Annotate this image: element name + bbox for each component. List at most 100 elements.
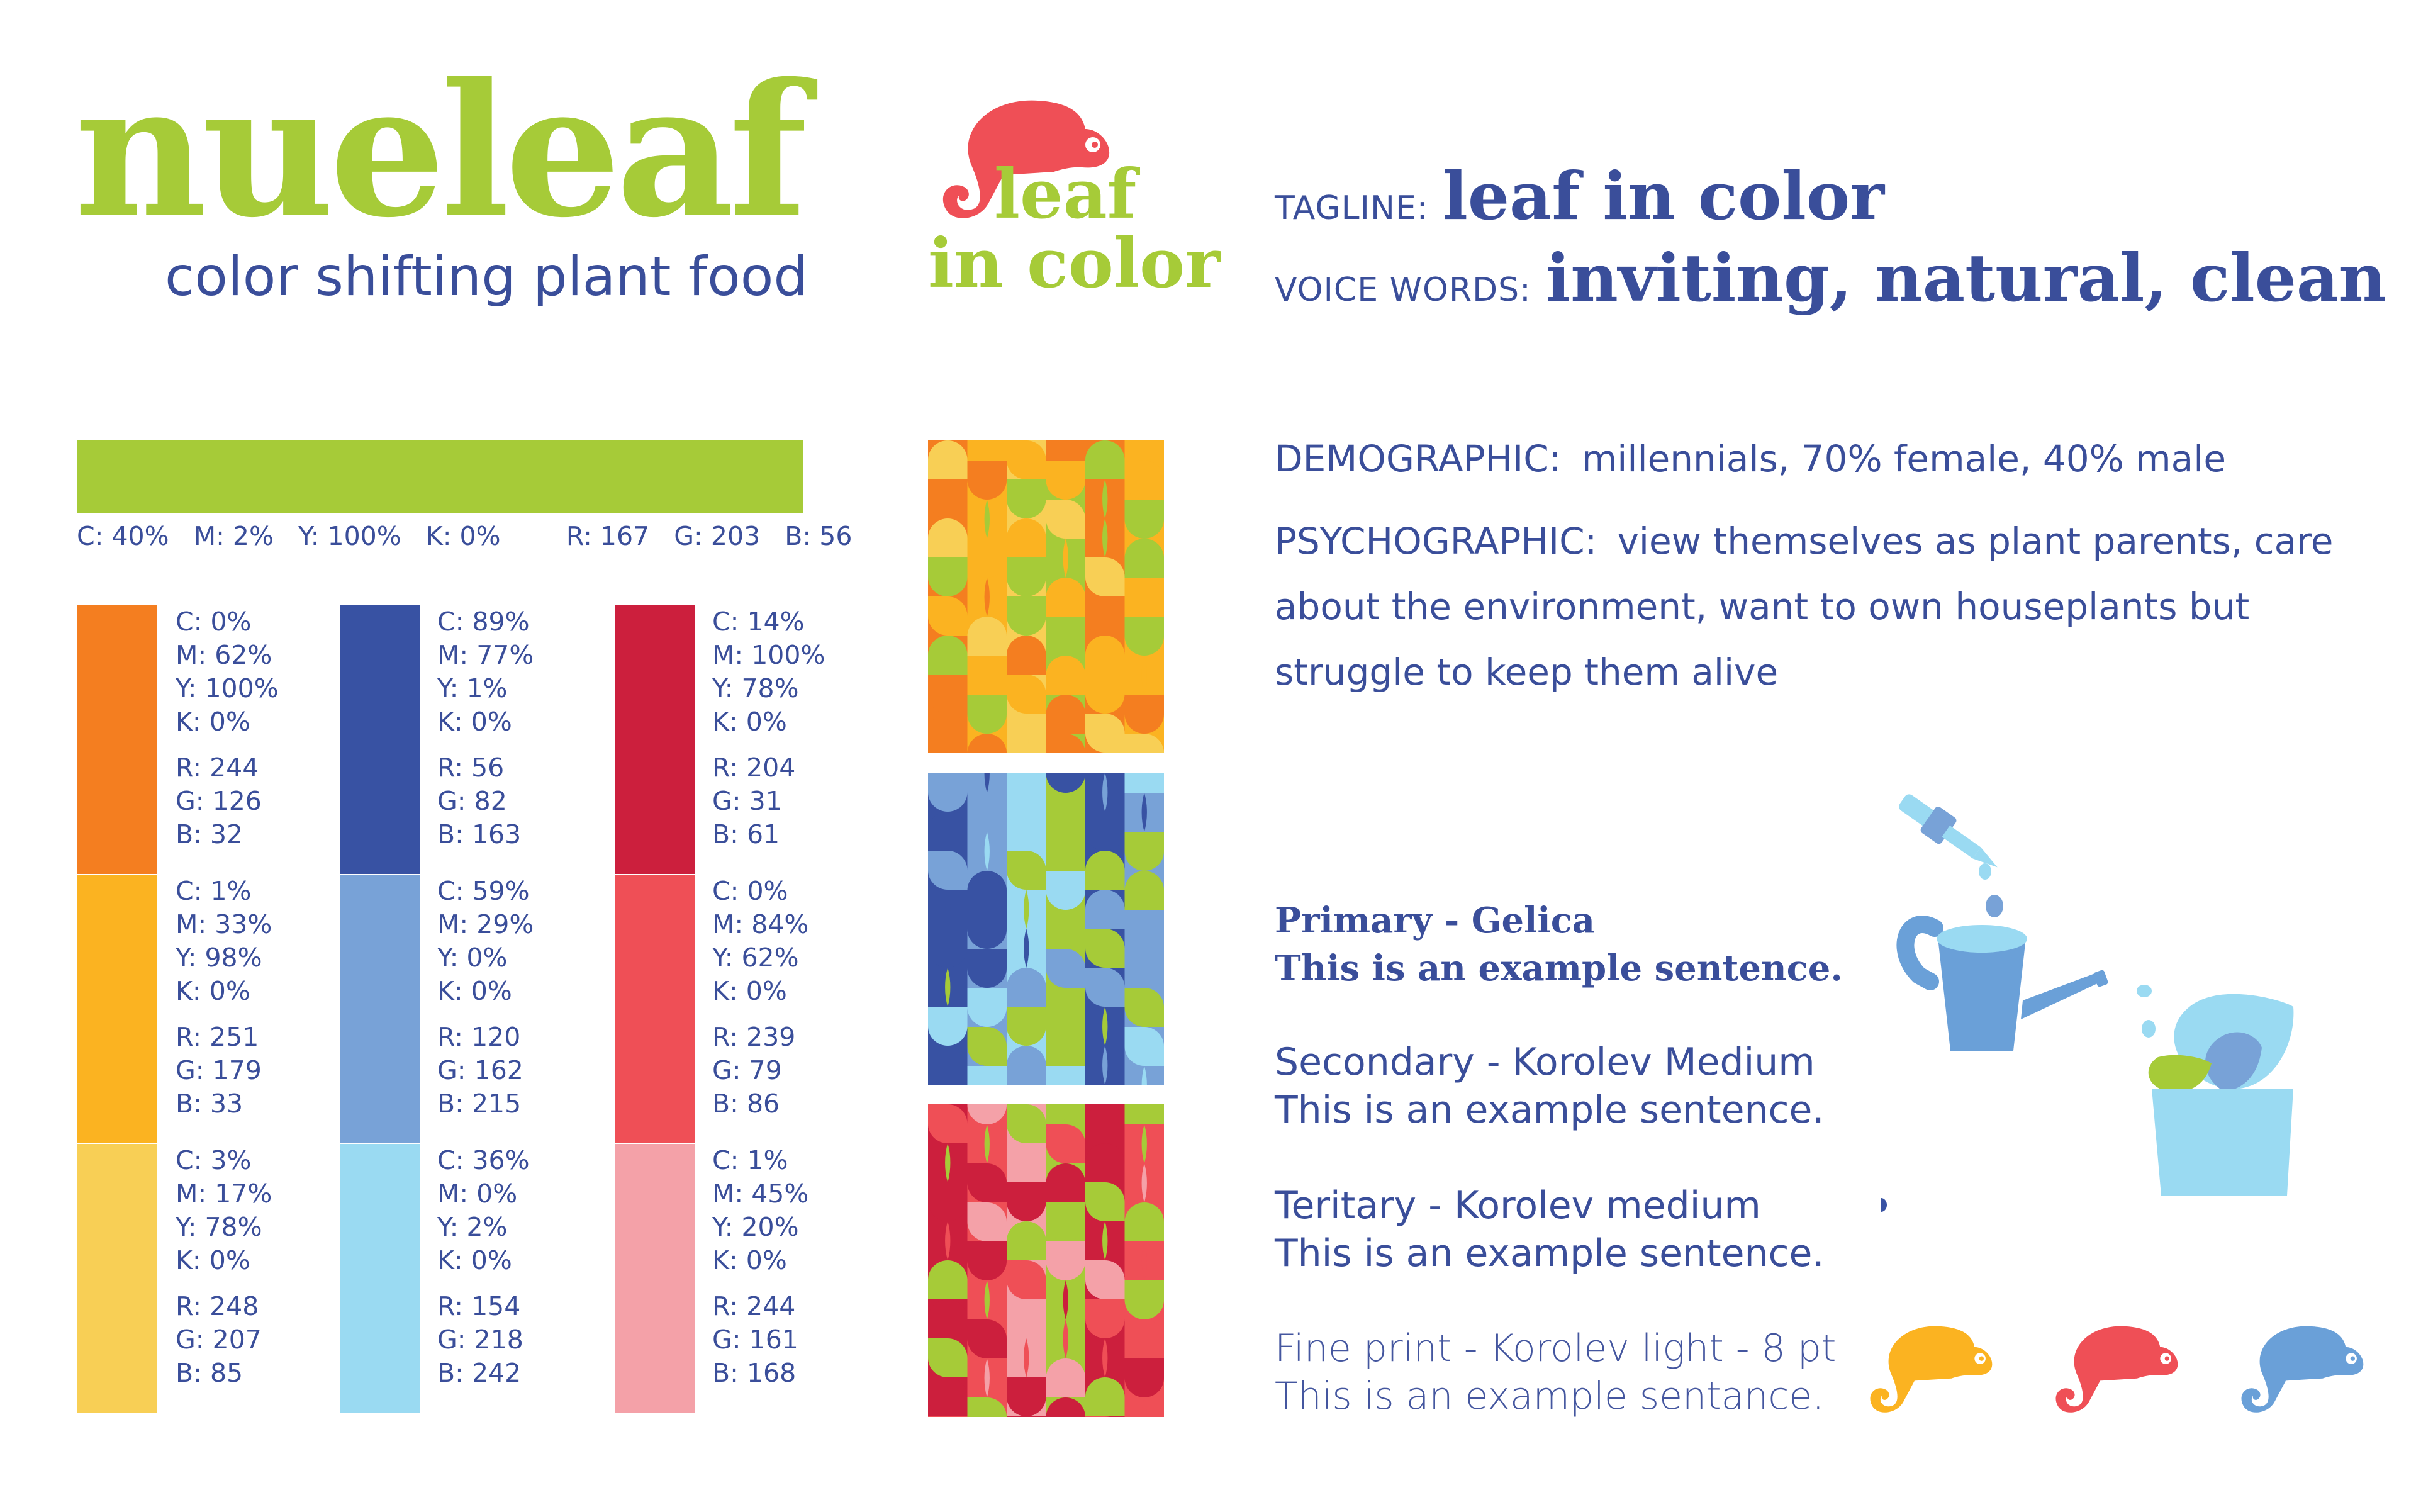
chameleon-logo-icon [942, 100, 1110, 218]
logo-line-1: leaf [994, 155, 1137, 234]
typography-primary: Primary - Gelica This is an example sent… [1275, 897, 1843, 992]
spec-value-k: K: 0% [437, 976, 512, 1006]
watering-can-icon [1896, 916, 2108, 1051]
palette-spec: C: 14% M: 100% Y: 78% K: 0% R: 204 G: 31 B: 61 [712, 605, 825, 851]
spec-value-b: B: 32 [176, 819, 243, 849]
brand-name: nueleaf [74, 44, 808, 258]
palette-swatch [77, 1144, 157, 1413]
demographic-label: DEMOGRAPHIC: [1275, 437, 1562, 480]
spec-value-b: B: 163 [437, 819, 522, 849]
tagline-label: TAGLINE: [1275, 189, 1429, 227]
spec-value-r: R: 204 [712, 753, 796, 783]
spec-value-g: G: 162 [437, 1055, 523, 1085]
logo-line-2: in color [928, 224, 1221, 303]
spec-value-c: C: 3% [176, 1145, 252, 1175]
spec-value-y: Y: 1% [437, 673, 508, 703]
spec-value-k: K: 0% [712, 976, 787, 1006]
typography-tertiary: Teritary - Korolev medium This is an exa… [1275, 1182, 1825, 1277]
chameleon-icon [2055, 1326, 2178, 1413]
palette-swatch [340, 1144, 420, 1413]
spec-value-b: B: 168 [712, 1358, 797, 1388]
spec-value-k: K: 0% [176, 976, 250, 1006]
palette-swatch [340, 875, 420, 1143]
spec-value-b: B: 61 [712, 819, 780, 849]
spec-value-g: G: 82 [437, 786, 507, 816]
secondary-font-name: Secondary - Korolev Medium [1275, 1040, 1815, 1084]
spec-value-m: M: 29% [437, 909, 534, 939]
potted-plant-icon [2148, 994, 2294, 1196]
spec-value-g: G: 31 [712, 786, 782, 816]
chameleon-icon [2241, 1326, 2364, 1413]
palette-swatch [615, 1144, 695, 1413]
spec-value-g: G: 126 [176, 786, 262, 816]
spec-value-b: B: 215 [437, 1089, 522, 1119]
tagline-value: leaf in color [1443, 157, 1885, 235]
primary-color-specs: C: 40% M: 2% Y: 100% K: 0% R: 167 G: 203… [77, 521, 853, 551]
watering-can-plant-illustration [1881, 794, 2294, 1212]
spec-value-g: G: 79 [712, 1055, 782, 1085]
spec-value-k: K: 0% [437, 707, 512, 737]
spec-value-y: Y: 78% [712, 673, 799, 703]
spec-value-b: B: 33 [176, 1089, 243, 1119]
spec-value-k: K: 0% [712, 707, 787, 737]
primary-color-swatch [77, 440, 803, 513]
spec-value-y: Y: 100% [176, 673, 279, 703]
spec-value-g: G: 218 [437, 1324, 523, 1355]
spec-value-g: G: 161 [712, 1324, 798, 1355]
spec-value-m: M: 84% [712, 909, 809, 939]
primary-font-name: Primary - Gelica [1275, 900, 1596, 941]
spec-value-c: C: 89% [437, 607, 530, 637]
spec-value-y: Y: 78% [176, 1212, 262, 1242]
palette-spec: C: 89% M: 77% Y: 1% K: 0% R: 56 G: 82 B: 163 [437, 605, 534, 851]
spec-value-r: R: 248 [176, 1291, 259, 1321]
palette-spec: C: 0% M: 84% Y: 62% K: 0% R: 239 G: 79 B: 86 [712, 875, 808, 1121]
spec-value-m: M: 17% [176, 1179, 272, 1209]
spec-value-r: R: 239 [712, 1022, 796, 1052]
spec-value-c: C: 36% [437, 1145, 530, 1175]
palette-spec: C: 3% M: 17% Y: 78% K: 0% R: 248 G: 207 B: 85 [176, 1144, 272, 1390]
demographic-value: millennials, 70% female, 40% male [1581, 437, 2227, 480]
palette-swatch [615, 875, 695, 1143]
spec-value-y: Y: 98% [176, 943, 262, 973]
spec-value-m: M: 62% [176, 640, 272, 670]
spec-value-y: Y: 0% [437, 943, 508, 973]
spec-value-m: M: 33% [176, 909, 272, 939]
brand-subtitle: color shifting plant food [165, 245, 808, 308]
spec-value-b: B: 242 [437, 1358, 522, 1388]
demographic-row: DEMOGRAPHIC: millennials, 70% female, 40… [1275, 426, 2226, 491]
pattern-mosaic [928, 440, 1164, 753]
voice-row: VOICE WORDS: inviting, natural, clean [1275, 239, 2386, 316]
voice-label: VOICE WORDS: [1275, 271, 1531, 309]
spec-value-y: Y: 62% [712, 943, 799, 973]
spec-value-m: M: 45% [712, 1179, 809, 1209]
spec-value-m: M: 0% [437, 1179, 518, 1209]
psychographic-label: PSYCHOGRAPHIC: [1275, 520, 1597, 563]
spec-value-y: Y: 2% [437, 1212, 508, 1242]
spec-value-m: M: 100% [712, 640, 825, 670]
spec-value-g: G: 207 [176, 1324, 262, 1355]
voice-value: inviting, natural, clean [1545, 239, 2386, 316]
palette-swatch [340, 605, 420, 874]
spec-value-c: C: 14% [712, 607, 805, 637]
spec-value-r: R: 251 [176, 1022, 259, 1052]
typography-fine: Fine print - Korolev light - 8 pt This i… [1275, 1324, 1836, 1420]
fine-font-name: Fine print - Korolev light - 8 pt [1275, 1326, 1837, 1370]
spec-value-r: R: 244 [176, 753, 259, 783]
palette-spec: C: 0% M: 62% Y: 100% K: 0% R: 244 G: 126 B: 32 [176, 605, 279, 851]
spec-value-b: B: 86 [712, 1089, 780, 1119]
fine-font-sample: This is an example sentance. [1275, 1374, 1825, 1418]
spec-value-g: G: 179 [176, 1055, 262, 1085]
logo-lockup: leaf in color [928, 94, 1221, 308]
spec-value-k: K: 0% [176, 707, 250, 737]
psychographic-line-1: view themselves as plant parents, care [1617, 520, 2334, 563]
spec-value-c: C: 1% [176, 876, 252, 906]
pattern-cool [928, 773, 1164, 1085]
palette-spec: C: 36% M: 0% Y: 2% K: 0% R: 154 G: 218 B: 242 [437, 1144, 530, 1390]
spec-value-m: M: 77% [437, 640, 534, 670]
psychographic-block: PSYCHOGRAPHIC: view themselves as plant … [1275, 508, 2333, 705]
spec-value-r: R: 120 [437, 1022, 521, 1052]
tertiary-font-sample: This is an example sentence. [1275, 1231, 1825, 1275]
pattern-red [928, 1104, 1164, 1417]
spec-value-r: R: 154 [437, 1291, 521, 1321]
dropper-icon [1899, 794, 1998, 868]
